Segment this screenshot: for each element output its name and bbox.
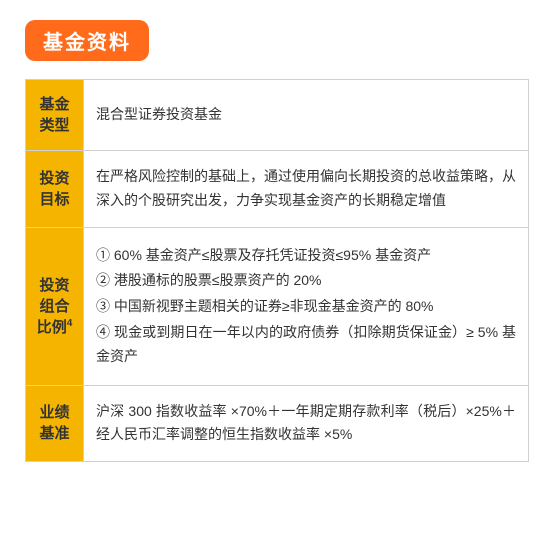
fund-info-tbody: 基金类型 混合型证券投资基金 投资目标 在严格风险控制的基础上，通过使用偏向长期… bbox=[26, 80, 529, 462]
row-label-investment-goal: 投资目标 bbox=[26, 151, 84, 228]
row-label-benchmark: 业绩基准 bbox=[26, 385, 84, 462]
row-content-benchmark: 沪深 300 指数收益率 ×70%＋一年期定期存款利率（税后）×25%＋ 经人民… bbox=[84, 385, 529, 462]
label-main: 投资组合比例 bbox=[37, 277, 70, 336]
row-label-portfolio-ratio: 投资组合比例4 bbox=[26, 227, 84, 385]
row-content-investment-goal: 在严格风险控制的基础上，通过使用偏向长期投资的总收益策略，从深入的个股研究出发，… bbox=[84, 151, 529, 228]
table-row: 基金类型 混合型证券投资基金 bbox=[26, 80, 529, 151]
row-content-fund-type: 混合型证券投资基金 bbox=[84, 80, 529, 151]
list-item: ④ 现金或到期日在一年以内的政府债券（扣除期货保证金）≥ 5% 基金资产 bbox=[96, 321, 516, 369]
fund-info-table: 基金类型 混合型证券投资基金 投资目标 在严格风险控制的基础上，通过使用偏向长期… bbox=[25, 79, 529, 462]
label-text: 业绩基准 bbox=[34, 402, 75, 444]
label-superscript: 4 bbox=[67, 318, 73, 329]
table-row: 投资目标 在严格风险控制的基础上，通过使用偏向长期投资的总收益策略，从深入的个股… bbox=[26, 151, 529, 228]
table-row: 业绩基准 沪深 300 指数收益率 ×70%＋一年期定期存款利率（税后）×25%… bbox=[26, 385, 529, 462]
row-label-fund-type: 基金类型 bbox=[26, 80, 84, 151]
label-text: 投资目标 bbox=[34, 168, 75, 210]
row-content-portfolio-ratio: ① 60% 基金资产≤股票及存托凭证投资≤95% 基金资产 ② 港股通标的股票≤… bbox=[84, 227, 529, 385]
list-item: ② 港股通标的股票≤股票资产的 20% bbox=[96, 269, 516, 293]
label-text: 投资组合比例4 bbox=[34, 275, 75, 338]
section-title-badge: 基金资料 bbox=[25, 20, 149, 61]
list-item: ③ 中国新视野主题相关的证券≥非现金基金资产的 80% bbox=[96, 295, 516, 319]
label-text: 基金类型 bbox=[34, 94, 75, 136]
table-row: 投资组合比例4 ① 60% 基金资产≤股票及存托凭证投资≤95% 基金资产 ② … bbox=[26, 227, 529, 385]
list-item: ① 60% 基金资产≤股票及存托凭证投资≤95% 基金资产 bbox=[96, 244, 516, 268]
